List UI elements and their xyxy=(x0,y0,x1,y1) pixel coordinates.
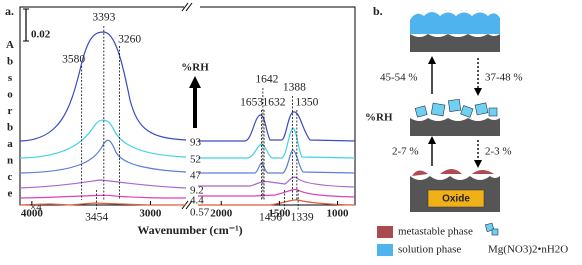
x-tick-label: 1000 xyxy=(327,208,350,220)
metastable-patches xyxy=(412,169,494,176)
rate-label: 37-48 % xyxy=(485,72,523,84)
y-axis-label: %RH xyxy=(365,112,393,124)
peak-label: 1632 xyxy=(263,97,286,109)
arrow-heads xyxy=(428,56,482,168)
spectrum-0-57 xyxy=(198,199,356,206)
peak-label: 3260 xyxy=(118,34,141,46)
panel-label: a. xyxy=(5,4,14,18)
state-top xyxy=(410,12,500,52)
spectrum-4-4 xyxy=(198,188,356,198)
state-middle xyxy=(410,98,500,136)
peak-label: 1456 xyxy=(259,212,282,224)
rh-arrow-head xyxy=(189,76,201,88)
rate-label: 2-7 % xyxy=(392,146,419,158)
spectrum-52 xyxy=(198,127,356,159)
peak-label: 1642 xyxy=(255,74,278,86)
peak-label: 1388 xyxy=(283,82,306,94)
oxide-box xyxy=(427,189,485,208)
substrate xyxy=(410,34,500,52)
rate-label: 2-3 % xyxy=(485,146,512,158)
spectrum-9-2 xyxy=(19,179,187,189)
rh-label: 0.57 xyxy=(190,207,210,219)
rh-label: 47 xyxy=(190,170,202,182)
spectrum-52 xyxy=(19,119,187,159)
substrate xyxy=(410,118,500,136)
x-tick-label: 4000 xyxy=(21,208,44,220)
legend-label: metastable phase xyxy=(398,226,473,238)
x-tick-label: 1500 xyxy=(268,208,291,220)
spectrum-47 xyxy=(19,139,187,174)
rh-label: 93 xyxy=(190,137,202,149)
spectrum-93 xyxy=(19,31,187,142)
peak-label: 3580 xyxy=(62,54,85,66)
arrows xyxy=(431,58,479,166)
peak-label: 3393 xyxy=(92,12,115,24)
legend-title: %RH xyxy=(181,62,209,74)
legend-label: solution phase xyxy=(398,244,461,256)
spectrum-47 xyxy=(198,149,356,174)
panel-label: b. xyxy=(373,4,383,18)
legend-crystal xyxy=(484,222,499,236)
oxide-label: Oxide xyxy=(442,194,470,205)
peak-label: 1350 xyxy=(295,97,318,109)
spectrum-93 xyxy=(198,111,356,142)
x-tick-label: 3000 xyxy=(139,208,162,220)
rh-label: 52 xyxy=(190,154,201,166)
spectrum-9-2 xyxy=(198,176,356,188)
rh-label: 4.4 xyxy=(190,195,204,207)
x-tick-label: 2000 xyxy=(210,208,233,220)
spectrum-4-4 xyxy=(19,194,187,199)
peak-label: 1653 xyxy=(240,97,263,109)
solution xyxy=(410,12,500,34)
rh-label: 9.2 xyxy=(190,185,204,197)
legend-swatch xyxy=(377,244,393,256)
axis-break-gap xyxy=(184,0,200,212)
scale-bar-label: 0.02 xyxy=(31,29,51,41)
legend-swatch xyxy=(377,226,393,238)
state-bottom: Oxide xyxy=(410,169,500,212)
rate-label: 45-54 % xyxy=(380,72,418,84)
crystals xyxy=(414,98,498,118)
peak-label: 3454 xyxy=(85,212,108,224)
spectra xyxy=(19,31,356,206)
x-axis-label: Wavenumber (cm⁻¹) xyxy=(137,223,242,237)
legend-label: Mg(NO3)2•nH2O xyxy=(488,244,568,256)
peak-label: 1339 xyxy=(291,212,314,224)
